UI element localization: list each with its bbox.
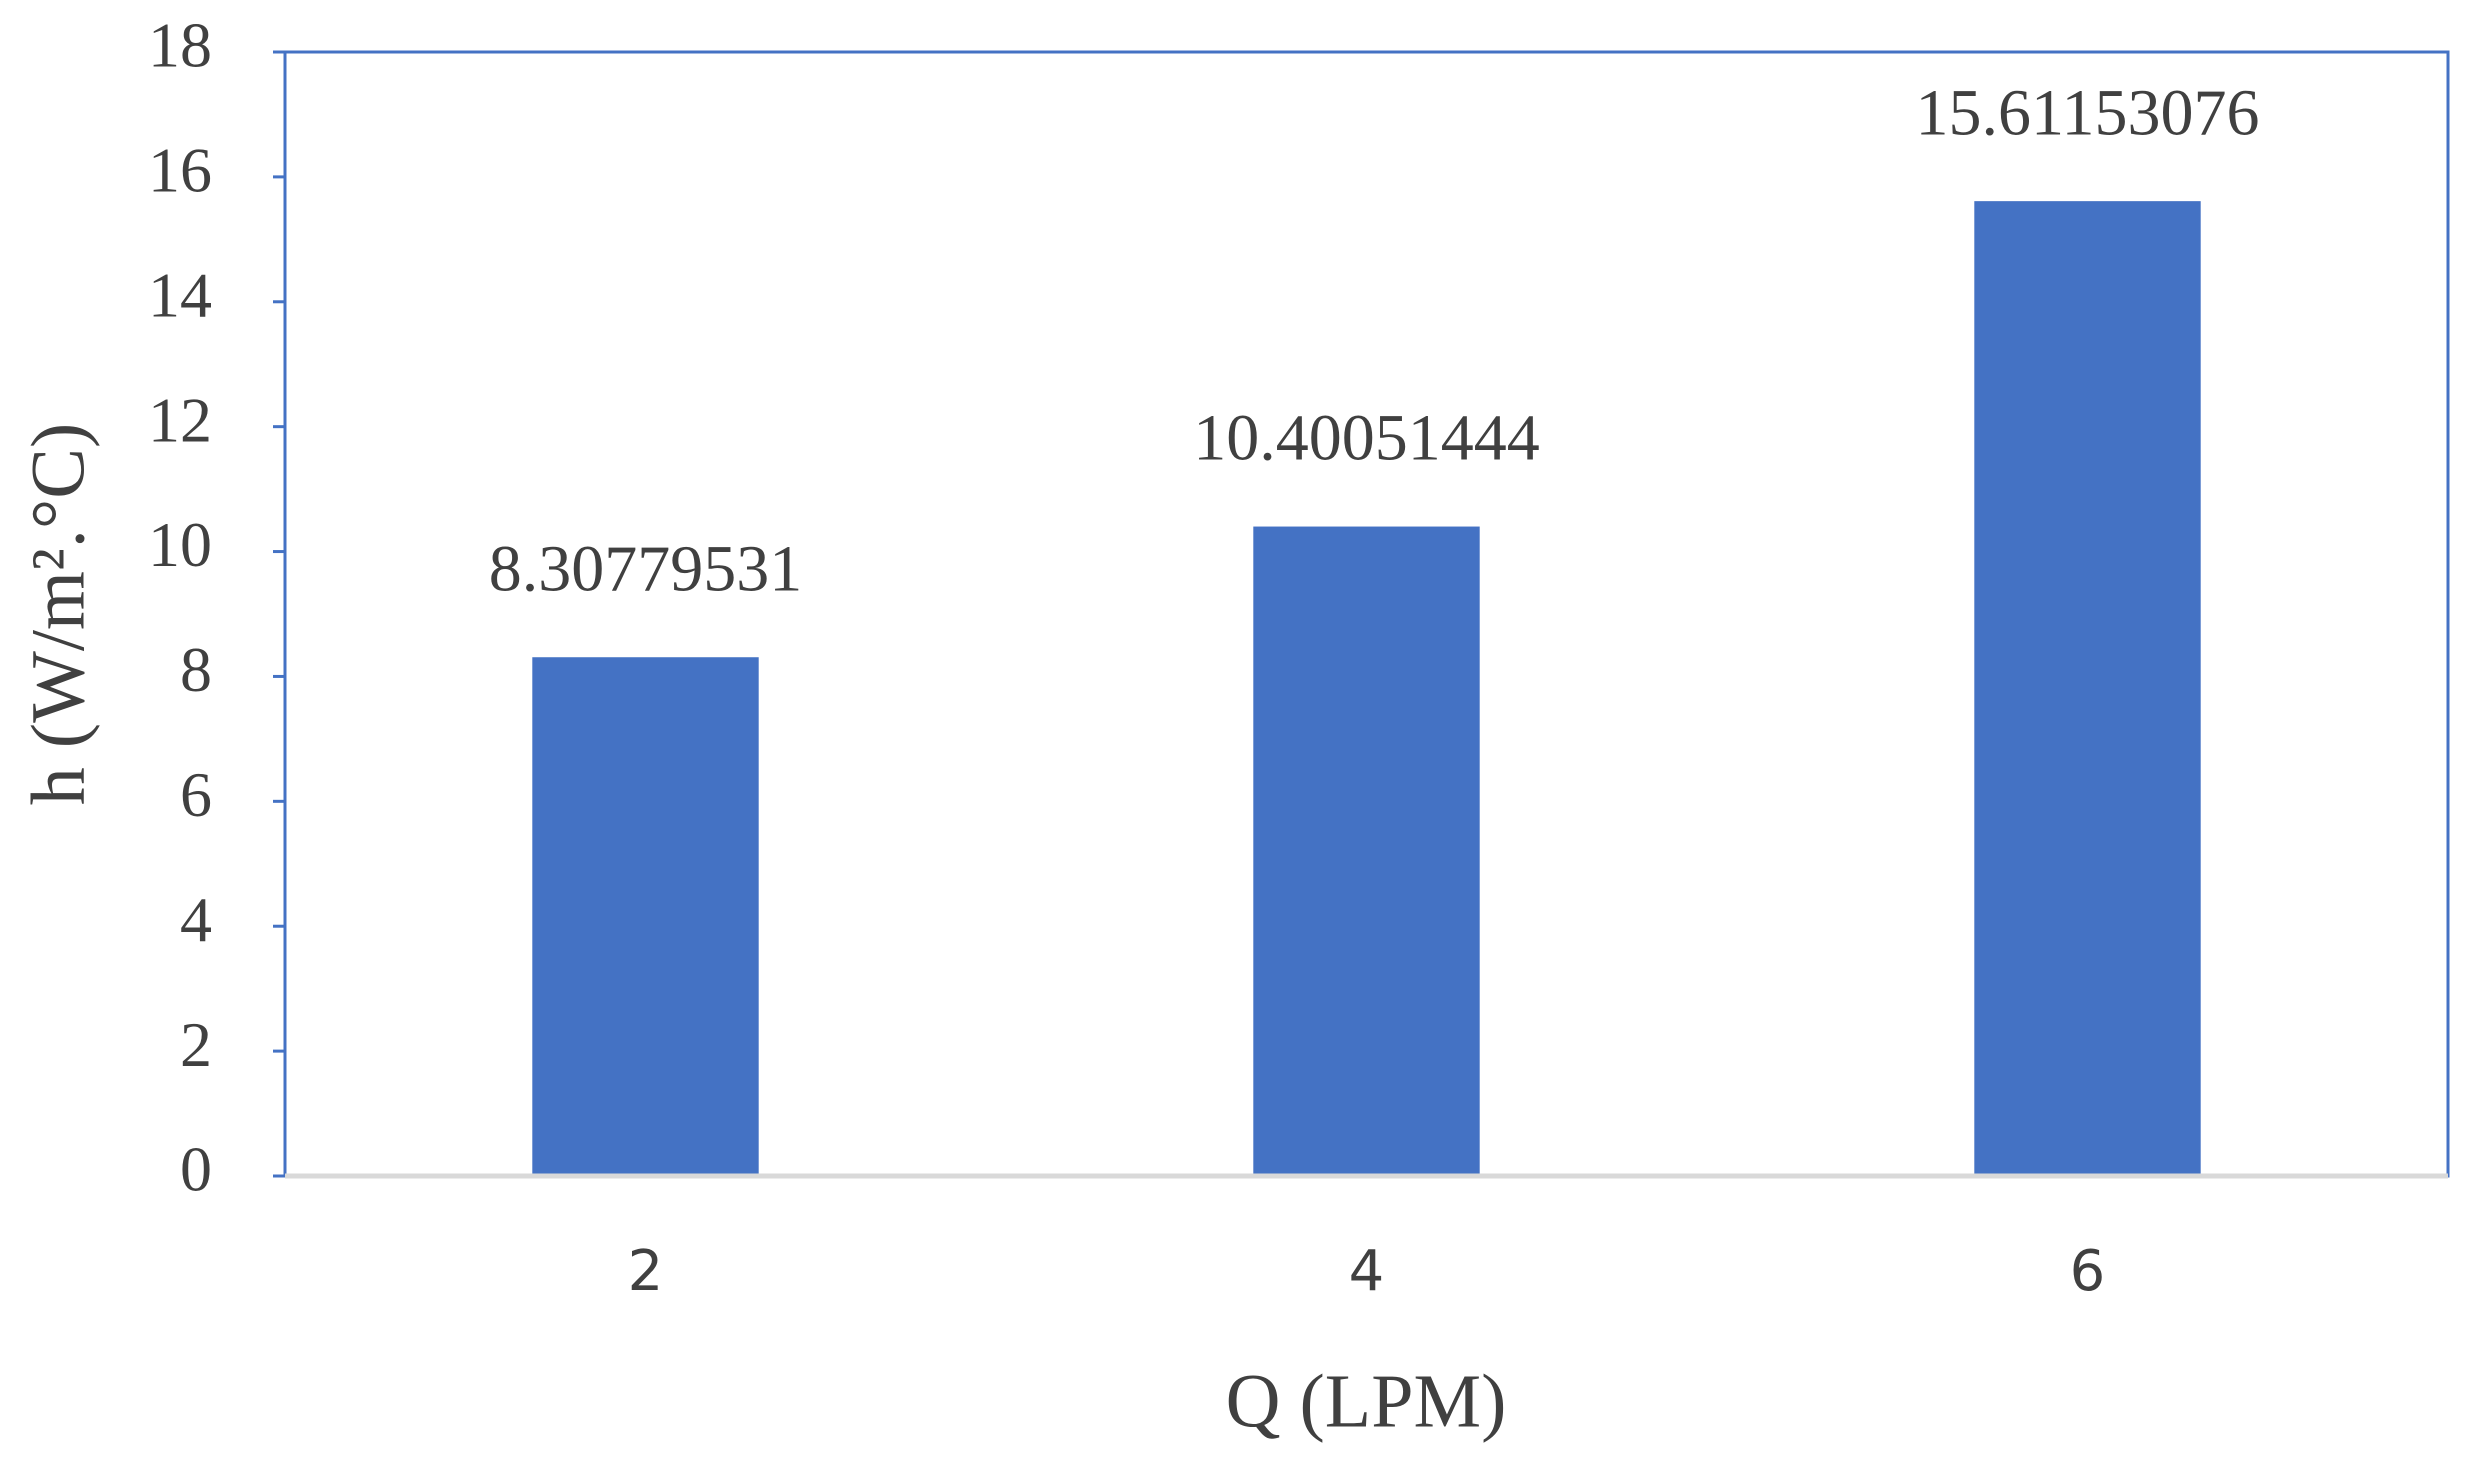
y-tick-label: 10 xyxy=(148,509,212,580)
y-tick-label: 4 xyxy=(180,884,212,955)
value-label: 15.61153076 xyxy=(1915,76,2259,149)
y-tick-label: 0 xyxy=(180,1134,212,1205)
y-axis-title: h (W/m².°C) xyxy=(16,423,100,805)
x-axis-title: Q (LPM) xyxy=(1226,1359,1507,1443)
y-tick-label: 12 xyxy=(148,384,212,455)
y-tick-label: 14 xyxy=(148,259,212,330)
x-tick-label: 6 xyxy=(2070,1239,2106,1304)
y-tick-label: 6 xyxy=(180,759,212,830)
value-label: 10.40051444 xyxy=(1193,402,1540,475)
x-tick-label: 4 xyxy=(1349,1239,1385,1304)
bar xyxy=(1974,201,2201,1177)
bar xyxy=(532,657,759,1176)
y-tick-label: 2 xyxy=(180,1009,212,1080)
y-tick-label: 8 xyxy=(180,634,212,705)
y-tick-label: 18 xyxy=(148,10,212,81)
x-tick-label: 2 xyxy=(628,1239,664,1304)
y-tick-label: 16 xyxy=(148,135,212,206)
bar xyxy=(1253,526,1480,1176)
value-label: 8.30779531 xyxy=(489,532,803,605)
